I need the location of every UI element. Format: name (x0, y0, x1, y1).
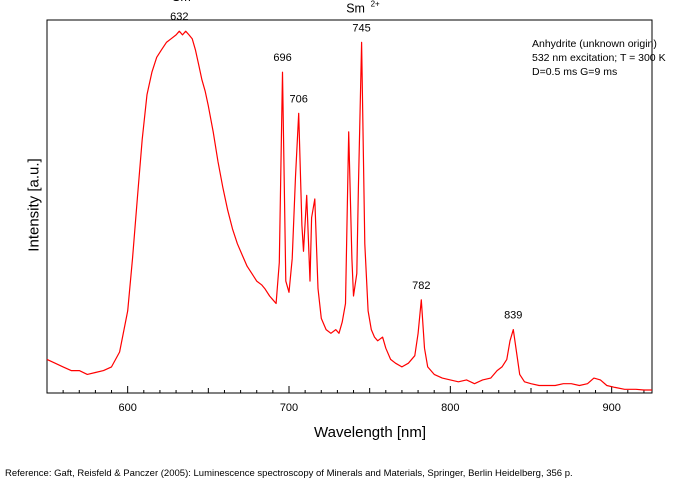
x-tick-label: 900 (602, 402, 620, 414)
species-label: Sm (172, 0, 191, 4)
species-label: Sm (346, 1, 365, 15)
plot-border (46, 19, 653, 394)
x-tick-label: 600 (118, 402, 136, 414)
peak-label: 839 (504, 310, 522, 322)
y-axis-label: Intensity [a.u.] (25, 158, 43, 252)
info-box: Anhydrite (unknown origin) 532 nm excita… (532, 37, 666, 79)
peak-label: 632 (170, 11, 188, 23)
peak-label: 745 (352, 22, 370, 34)
spectrum-series (46, 30, 652, 391)
peak-label: 696 (273, 52, 291, 64)
spectrum-line (46, 30, 652, 391)
info-gate: D=0.5 ms G=9 ms (532, 66, 618, 78)
x-axis-label: Wavelength [nm] (314, 424, 426, 441)
info-excitation: 532 nm excitation; T = 300 K (532, 52, 666, 64)
x-tick-label: 700 (280, 402, 298, 414)
peak-label: 706 (290, 93, 308, 105)
x-tick-label: 800 (441, 402, 459, 414)
info-sample: Anhydrite (unknown origin) (532, 38, 657, 50)
reference-note: Reference: Gaft, Reisfeld & Panczer (200… (5, 468, 573, 479)
species-charge: 2+ (371, 0, 380, 8)
plot-frame (46, 19, 653, 394)
x-axis-ticks: 600 700 800 900 (62, 386, 645, 414)
peak-label: 782 (412, 280, 430, 292)
